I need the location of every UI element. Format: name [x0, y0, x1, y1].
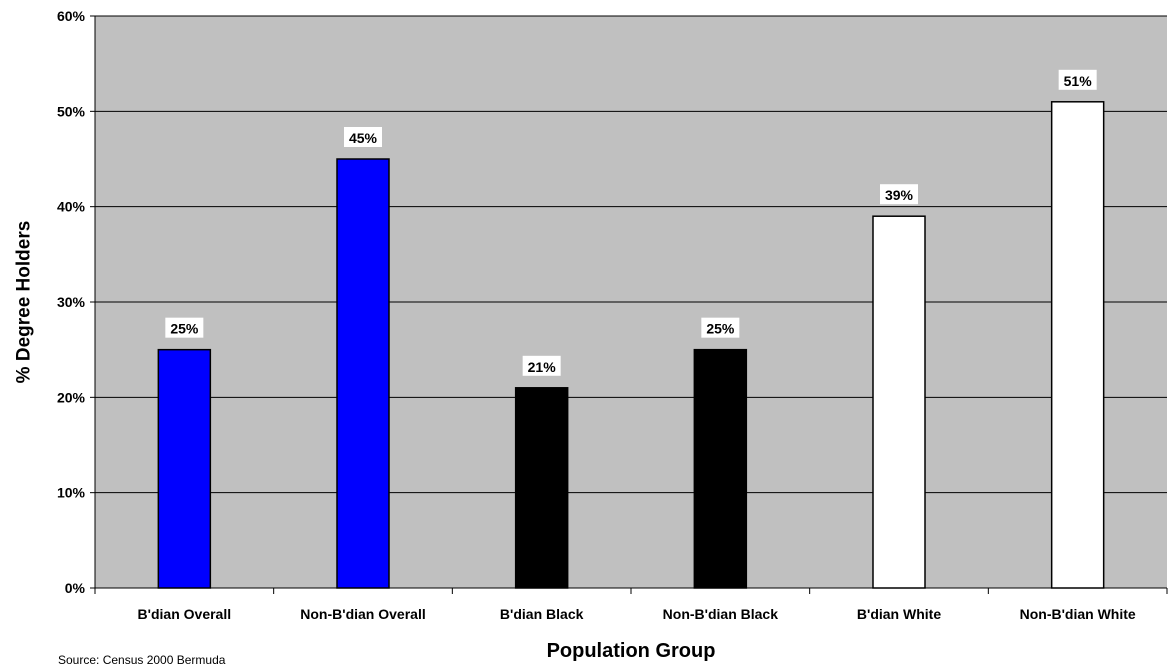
bar [693, 348, 748, 589]
y-tick-label: 0% [65, 580, 86, 596]
gridlines [95, 15, 1167, 494]
y-tick-label: 10% [57, 485, 86, 501]
y-tick-label: 60% [57, 8, 86, 24]
y-axis-title: % Degree Holders [14, 221, 35, 384]
data-label-background [344, 127, 382, 147]
x-category-label: Non-B'dian White [1020, 606, 1136, 622]
source-note: Source: Census 2000 Bermuda [58, 653, 226, 667]
data-label: 25% [706, 321, 735, 337]
bar [1050, 101, 1105, 589]
data-label: 21% [528, 359, 557, 375]
y-tick-label: 20% [57, 389, 86, 405]
data-label: 51% [1064, 73, 1093, 89]
data-label-background [165, 317, 204, 338]
bars [157, 101, 1105, 589]
bar [514, 387, 569, 589]
data-label-background [880, 184, 918, 205]
x-axis-ticks: B'dian Overall Non-B'dian Overall B'dian B… [94, 588, 1168, 622]
x-category-label: B'dian Overall [138, 606, 232, 622]
data-label: 39% [885, 187, 914, 203]
y-tick-label: 50% [57, 103, 86, 119]
bar [157, 348, 212, 589]
bar [336, 158, 390, 589]
x-category-label: Non-B'dian Overall [300, 606, 425, 622]
bar [872, 215, 926, 589]
data-label: 25% [170, 321, 199, 337]
y-tick-label: 30% [57, 294, 86, 310]
data-label: 45% [349, 130, 378, 146]
x-category-label: B'dian Black [500, 606, 584, 622]
data-label-background [1058, 69, 1097, 90]
y-axis-ticks: 0% 10% 20% 30% 40% 50% 60% [57, 8, 95, 596]
x-category-label: Non-B'dian Black [663, 606, 779, 622]
data-labels: 25% 45% 21% 25% 39% 51% [165, 69, 1097, 376]
x-category-label: B'dian White [857, 606, 941, 622]
data-label-background [701, 317, 740, 338]
data-label-background [522, 355, 561, 376]
x-axis-title: Population Group [547, 640, 716, 662]
y-tick-label: 40% [57, 199, 86, 215]
